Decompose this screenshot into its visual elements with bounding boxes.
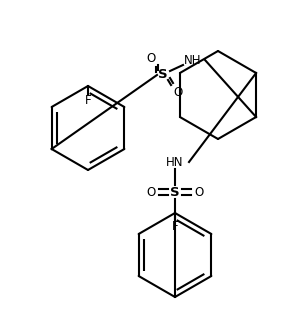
Text: HN: HN (166, 155, 184, 168)
Text: NH: NH (184, 53, 202, 66)
Text: O: O (194, 186, 204, 198)
Text: S: S (170, 186, 180, 198)
Text: F: F (172, 221, 178, 233)
Text: O: O (146, 51, 156, 65)
Text: O: O (146, 186, 156, 198)
Text: S: S (158, 69, 168, 81)
Text: O: O (173, 85, 183, 99)
Text: F: F (85, 94, 91, 106)
